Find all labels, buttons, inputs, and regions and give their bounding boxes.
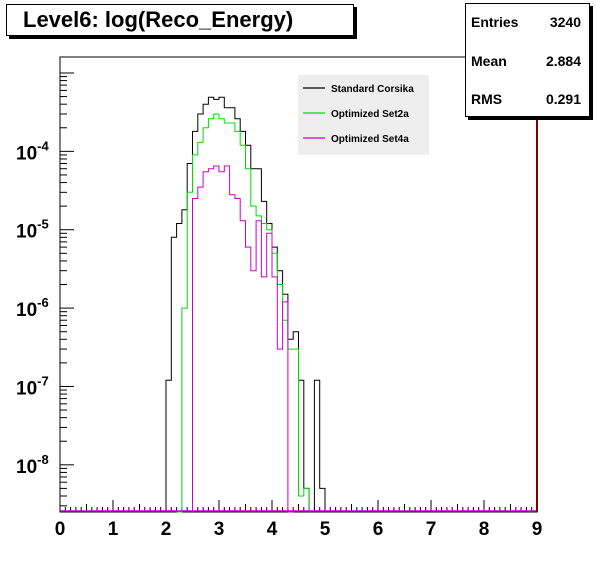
y-tick-label: 10-7 [16, 373, 49, 399]
stats-entries-row: Entries 3240 [471, 14, 581, 34]
stats-mean-label: Mean [471, 53, 507, 69]
stats-mean-row: Mean 2.884 [471, 53, 581, 73]
x-tick-label: 7 [426, 519, 437, 540]
y-tick-label: 10-6 [16, 295, 49, 321]
x-tick-label: 5 [320, 519, 331, 540]
y-tick-label: 10-8 [16, 452, 49, 478]
stats-mean-value: 2.884 [545, 53, 581, 69]
stats-rms-label: RMS [471, 91, 503, 107]
legend-label-standard-corsika: Standard Corsika [331, 84, 414, 95]
x-tick-label: 1 [108, 519, 119, 540]
legend-label-optimized-set4a: Optimized Set4a [331, 134, 409, 145]
x-tick-label: 8 [479, 519, 490, 540]
y-tick-label: 10-4 [16, 138, 49, 164]
x-tick-label: 6 [373, 519, 384, 540]
stats-rms-row: RMS 0.291 [471, 91, 581, 111]
y-tick-label: 10-5 [16, 217, 49, 243]
plot-title-box: Level6: log(Reco_Energy) [6, 4, 354, 36]
plot-title: Level6: log(Reco_Energy) [23, 7, 294, 32]
stats-rms-value: 0.291 [545, 91, 581, 107]
x-tick-label: 3 [214, 519, 225, 540]
stats-entries-value: 3240 [549, 14, 581, 30]
x-tick-label: 4 [267, 519, 278, 540]
series-line-optimized-set4a [192, 165, 294, 513]
x-tick-label: 2 [161, 519, 172, 540]
stats-box: Entries 3240 Mean 2.884 RMS 0.291 [465, 3, 590, 117]
x-tick-label: 9 [532, 519, 543, 540]
legend-label-optimized-set2a: Optimized Set2a [331, 109, 409, 120]
stats-entries-label: Entries [471, 14, 519, 30]
legend: Standard Corsika Optimized Set2a Optimized… [298, 75, 429, 155]
series-line-standard-corsika [165, 96, 326, 513]
x-tick-label: 0 [55, 519, 66, 540]
